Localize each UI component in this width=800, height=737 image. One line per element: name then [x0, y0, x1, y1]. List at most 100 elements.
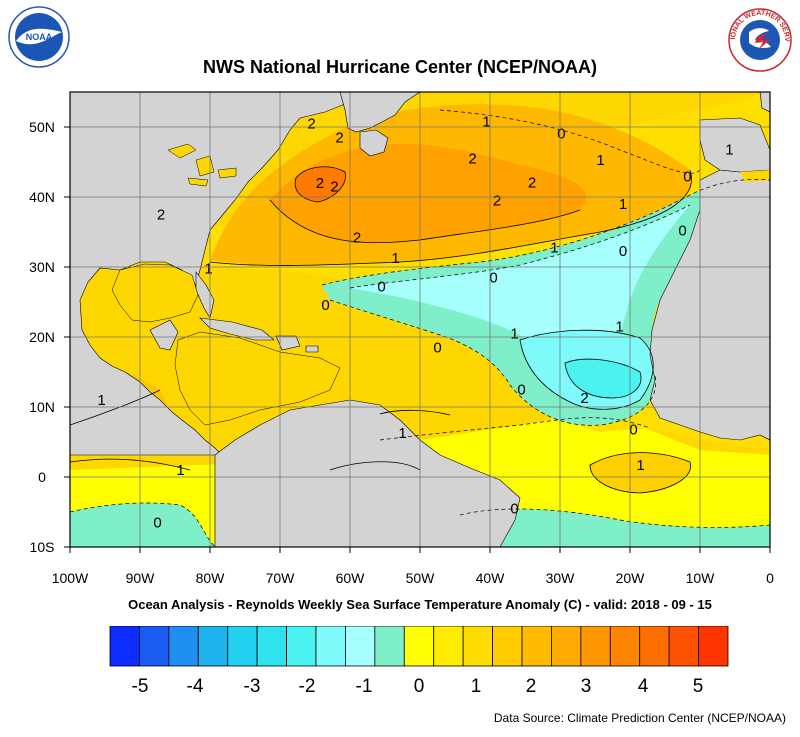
colorbar-cell	[609, 626, 641, 667]
colorbar-cell	[139, 626, 170, 667]
caribbean-sea	[174, 331, 341, 426]
south-pacific-cool	[70, 502, 215, 547]
lat-tick-label: 10N	[29, 399, 55, 415]
colorbar-label: 0	[413, 676, 425, 697]
contour-label: 0	[683, 169, 691, 186]
contour-label: 2	[528, 174, 536, 191]
contour-label: 1	[510, 326, 518, 343]
contour-label: 0	[629, 421, 637, 438]
lon-tick-label: 40W	[476, 570, 506, 586]
contour-label: 2	[468, 151, 476, 168]
contour-label: 1	[176, 462, 184, 479]
land-british-isles	[759, 92, 770, 113]
cape-verde-cool-core	[565, 359, 641, 398]
lat-tick-label: 20N	[29, 329, 55, 345]
north-atlantic-warm-core	[270, 143, 587, 243]
land-iberia	[699, 117, 770, 173]
contour-label: 1	[725, 141, 733, 158]
map-subtitle: Ocean Analysis - Reynolds Weekly Sea Sur…	[128, 597, 712, 612]
land-newfoundland	[359, 129, 389, 157]
contour-label: 0	[678, 223, 686, 240]
lon-tick-label: 20W	[616, 570, 646, 586]
contour-label: 0	[619, 243, 627, 260]
lon-tick-label: 60W	[336, 570, 366, 586]
axis-ticks: 100W 90W 80W 70W 60W 50W 40W 30W 20W 10W 0 50N 40N 30…	[29, 119, 774, 586]
colorbar	[109, 626, 729, 667]
contour-label: 1	[97, 392, 105, 409]
lon-tick-label: 90W	[126, 570, 156, 586]
gulf-of-maine-hotspot	[295, 166, 346, 202]
colorbar-cell	[227, 626, 258, 667]
colorbar-cell	[521, 626, 552, 667]
colorbar-label: 1	[470, 676, 482, 697]
nws-logo: NATIONAL WEATHER SERVICE	[724, 2, 793, 73]
colorbar-cell	[286, 626, 317, 667]
page-title: NWS National Hurricane Center (NCEP/NOAA…	[202, 57, 598, 77]
colorbar-cell	[256, 626, 287, 667]
contour-label: 2	[157, 207, 165, 224]
colorbar-label: -2	[298, 676, 316, 697]
contour-label: 2	[307, 116, 315, 133]
lat-tick-label: 30N	[29, 259, 55, 275]
land-labrador	[339, 92, 421, 133]
contour-label: 0	[510, 501, 518, 518]
colorbar-cell	[492, 626, 523, 667]
lon-tick-label: 50W	[406, 570, 436, 586]
colorbar-cell	[639, 626, 670, 667]
colorbar-label: -5	[131, 676, 149, 697]
contour-label: 1	[636, 457, 644, 474]
contour-label: 1	[619, 196, 627, 213]
colorbar-cell	[462, 626, 493, 667]
contour-label: 2	[353, 230, 361, 247]
noaa-logo-text: NOAA	[26, 32, 53, 42]
colorbar-label: 3	[580, 676, 592, 697]
land-cuba	[199, 317, 275, 341]
land-yucatan	[149, 319, 179, 351]
lat-tick-label: 10S	[30, 539, 55, 555]
contour-label: 0	[489, 270, 497, 287]
data-source: Data Source: Climate Prediction Center (…	[493, 711, 786, 725]
contour-label: 2	[330, 179, 338, 196]
colorbar-cell	[403, 626, 435, 667]
colorbar-cells	[109, 626, 729, 667]
colorbar-cell	[580, 626, 611, 667]
contour-label: 0	[377, 279, 385, 296]
colorbar-label: 2	[525, 676, 537, 697]
land-puerto-rico	[305, 345, 319, 353]
colorbar-cell	[698, 626, 729, 667]
colorbar-cell	[345, 626, 376, 667]
contour-label: 0	[321, 297, 329, 314]
tropical-cool-anomaly-1	[350, 205, 690, 361]
land	[70, 92, 770, 547]
contour-label: 0	[153, 515, 161, 532]
lon-tick-label: 80W	[196, 570, 226, 586]
colorbar-cell	[109, 626, 140, 667]
lon-tick-label: 100W	[52, 570, 89, 586]
contour-label: 0	[517, 382, 525, 399]
colorbar-cell	[374, 626, 405, 667]
colorbar-cell	[433, 626, 464, 667]
contour-label: 1	[615, 319, 623, 336]
colorbar-cell	[668, 626, 699, 667]
contour-label: 0	[433, 340, 441, 357]
contour-label: 1	[596, 152, 604, 169]
colorbar-label: -1	[355, 676, 373, 697]
lat-tick-label: 40N	[29, 189, 55, 205]
gulf-of-mexico	[111, 263, 199, 323]
contour-label: 2	[580, 390, 588, 407]
noaa-logo: NOAA	[8, 6, 70, 68]
colorbar-cell	[168, 626, 199, 667]
colorbar-label: 4	[637, 676, 649, 697]
great-lakes	[167, 143, 237, 187]
contour-label: 1	[550, 239, 558, 256]
contour-label: 1	[204, 260, 212, 277]
contour-label: 1	[482, 113, 490, 130]
contour-label: 2	[493, 193, 501, 210]
lat-tick-label: 0	[38, 469, 46, 485]
contour-label: 2	[335, 130, 343, 147]
lon-tick-label: 10W	[686, 570, 716, 586]
mediterranean	[740, 170, 770, 182]
gulf-of-guinea-warm	[590, 452, 691, 493]
lat-tick-label: 50N	[29, 119, 55, 135]
